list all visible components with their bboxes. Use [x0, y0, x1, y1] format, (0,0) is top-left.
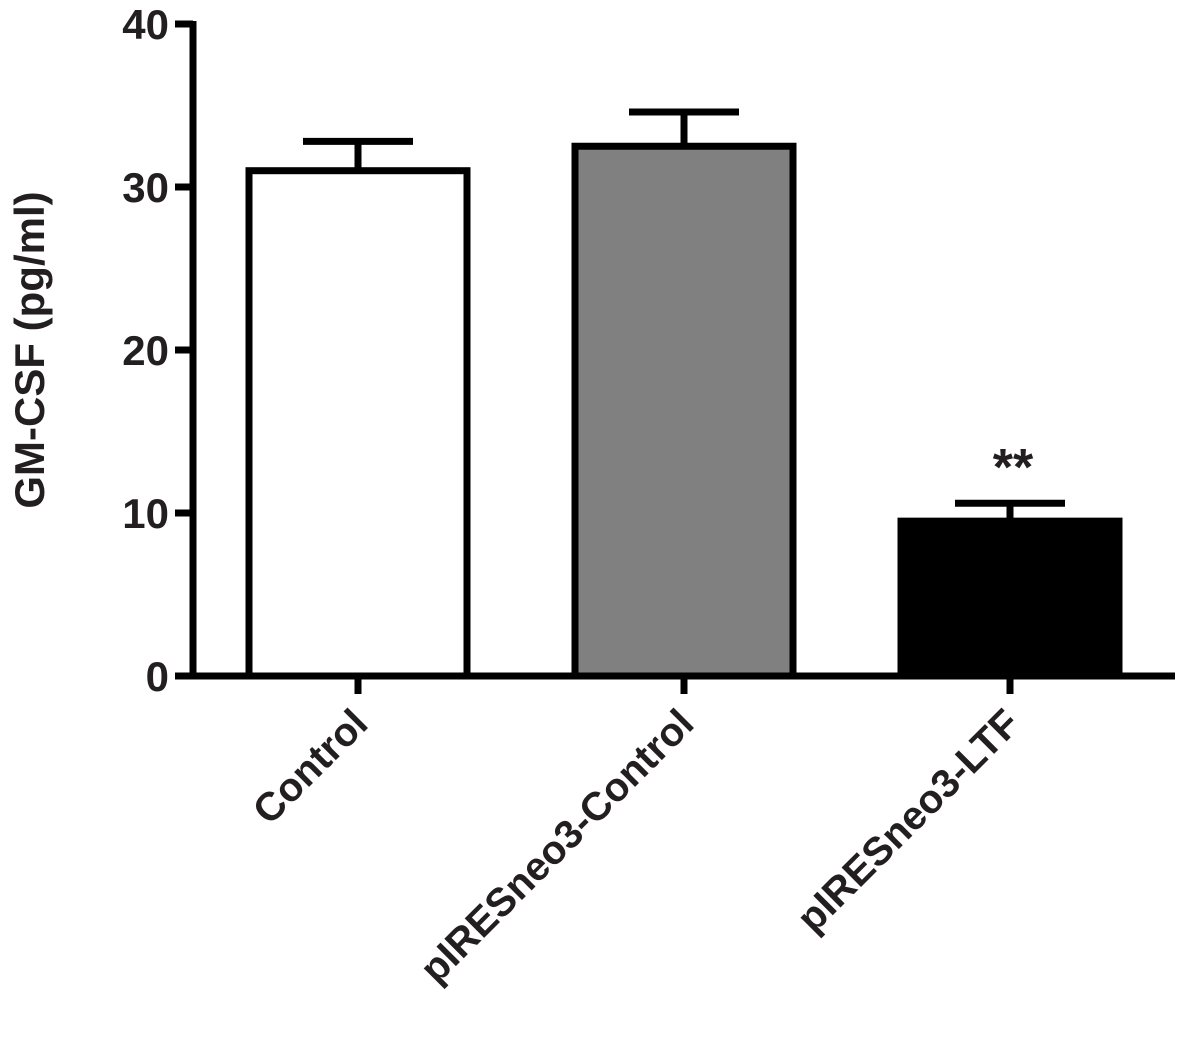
- x-tick-label: pIRESneo3-Control: [412, 701, 702, 991]
- significance-annotation: **: [993, 439, 1034, 497]
- x-tick-label: pIRESneo3-LTF: [789, 701, 1029, 941]
- x-axis: Control pIRESneo3-Control pIRESneo3-LTF: [190, 672, 1175, 992]
- y-axis: 0 10 20 30 40: [122, 1, 197, 700]
- y-axis-label: GM-CSF (pg/ml): [6, 191, 53, 508]
- bars: **: [245, 108, 1123, 680]
- bar: [897, 517, 1123, 680]
- y-tick-label: 10: [122, 490, 169, 537]
- y-tick-label: 40: [122, 1, 169, 48]
- y-tick-label: 20: [122, 327, 169, 374]
- x-tick-label: Control: [245, 701, 377, 833]
- bar: [571, 142, 797, 680]
- bar: [245, 167, 471, 680]
- y-tick-label: 30: [122, 164, 169, 211]
- y-tick-label: 0: [146, 653, 169, 700]
